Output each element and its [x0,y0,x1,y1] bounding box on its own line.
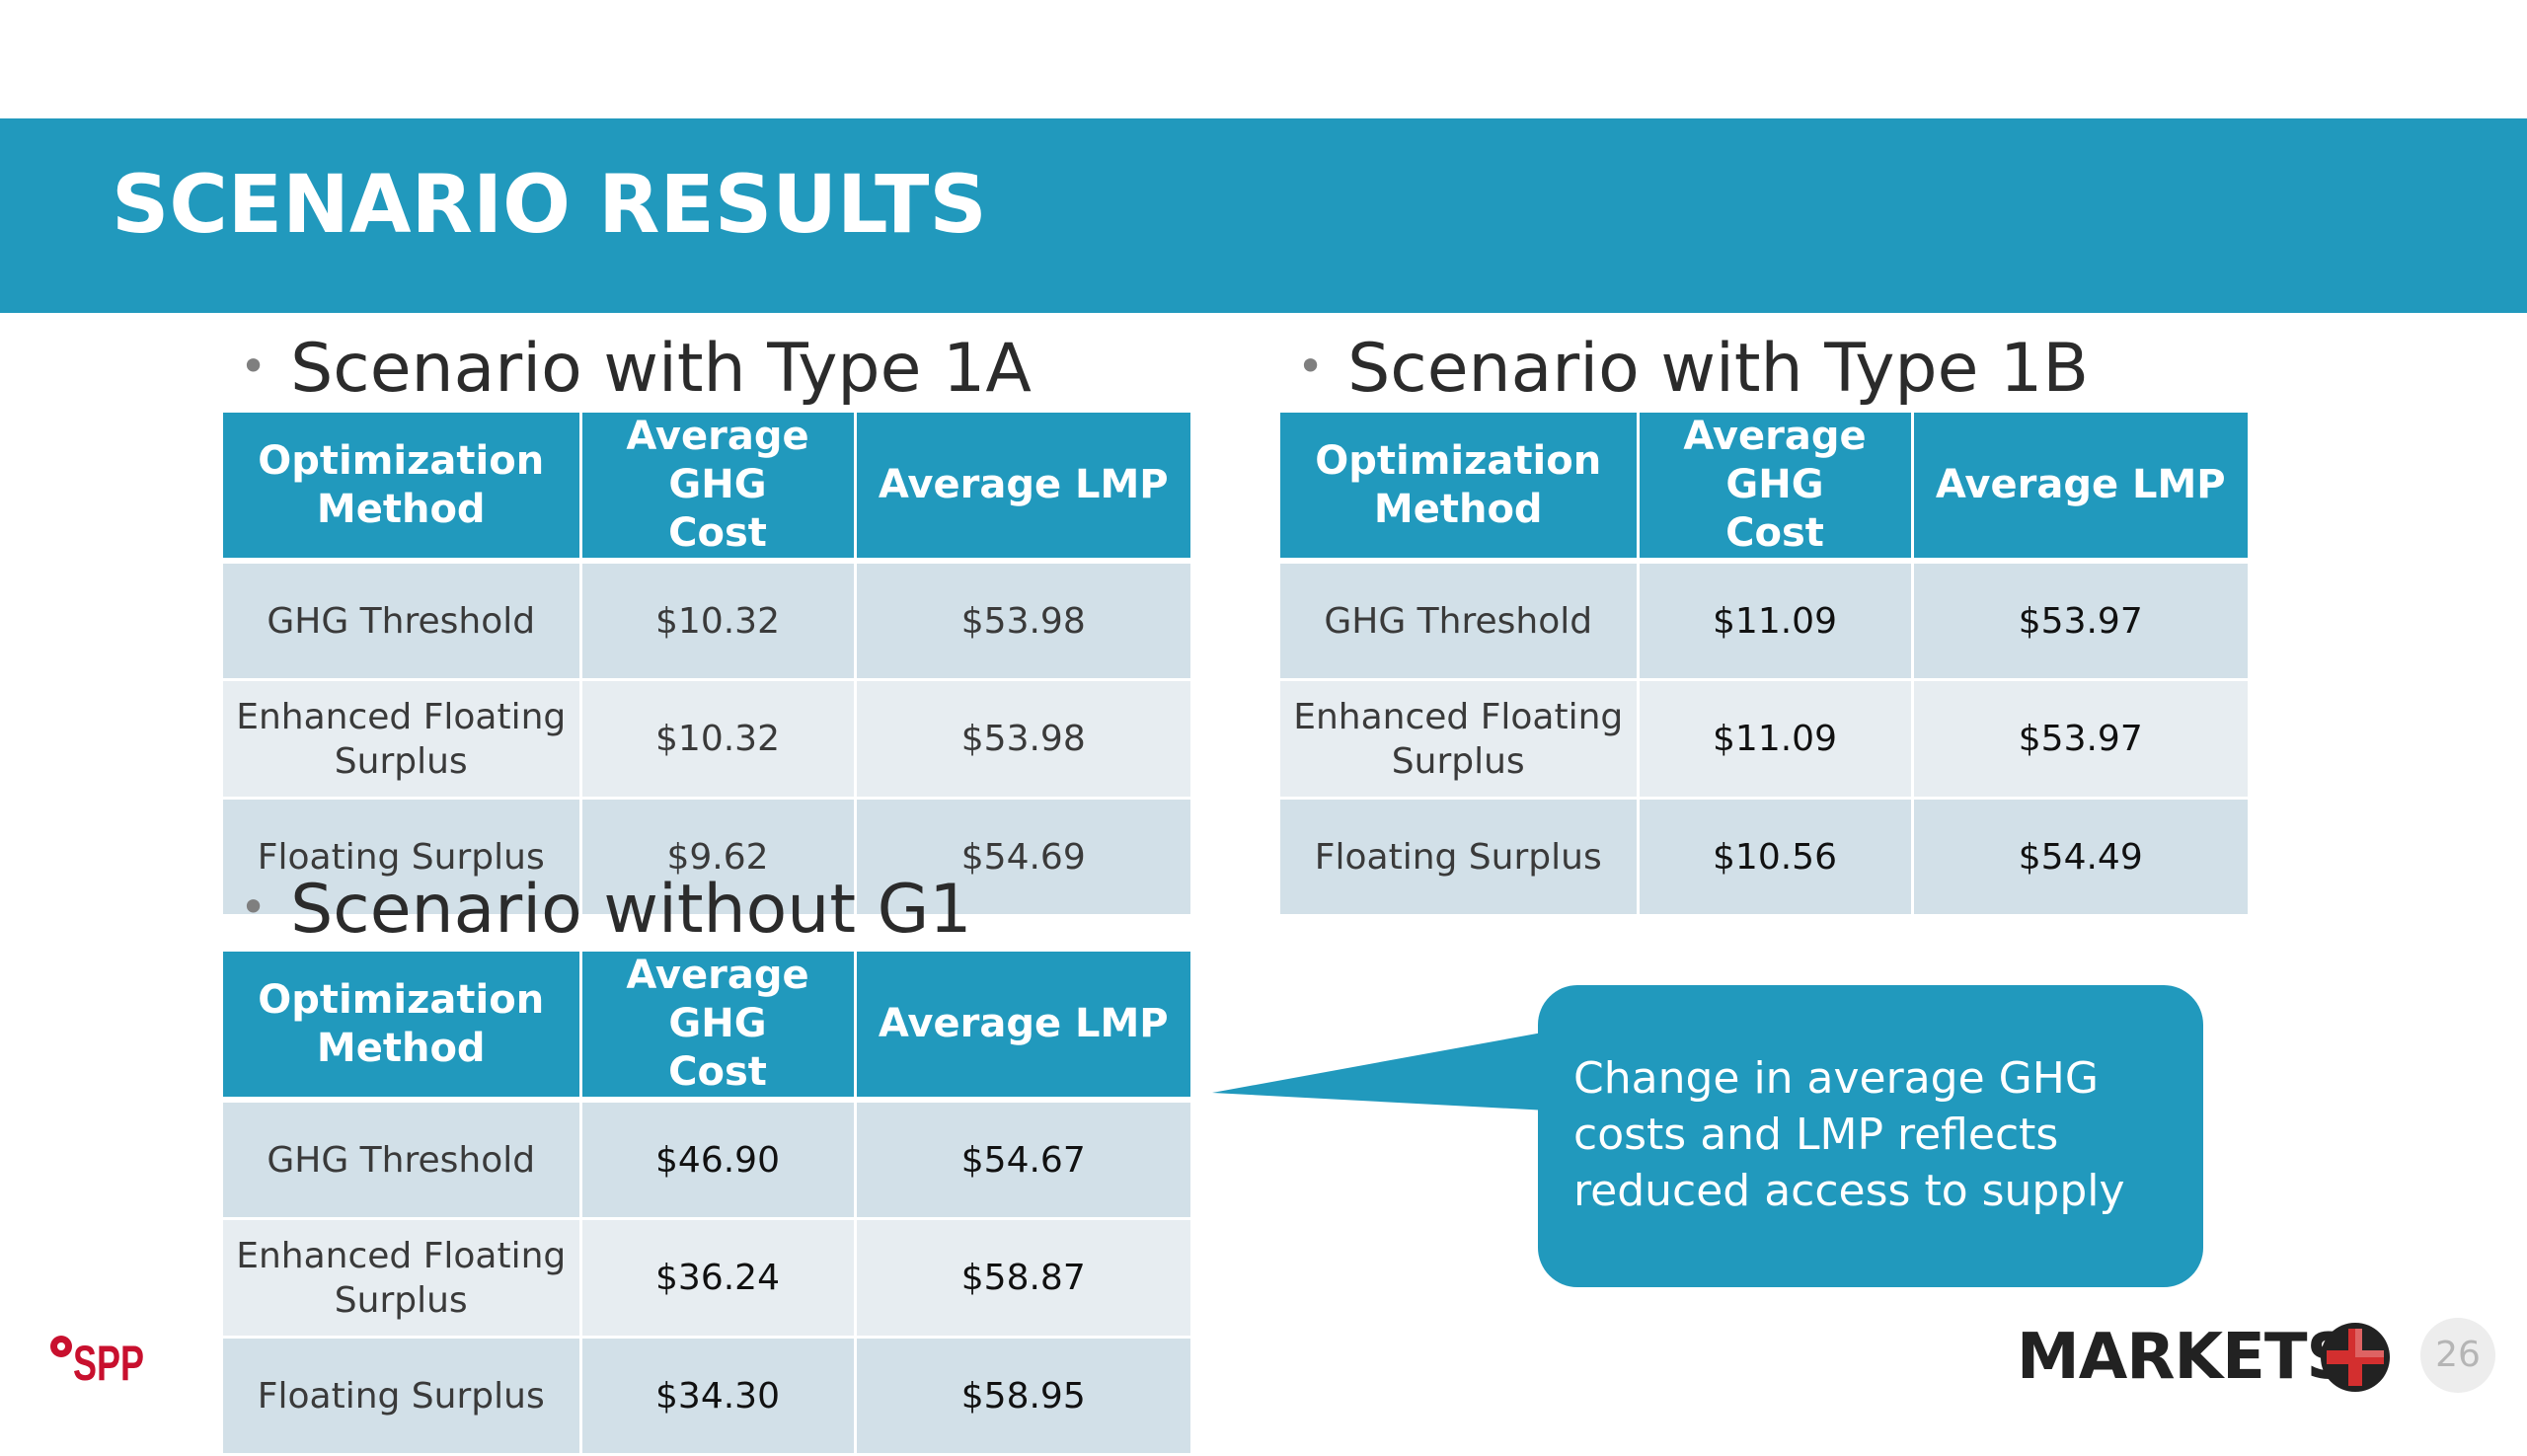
table-row: GHG Threshold $46.90 $54.67 [223,1100,1190,1220]
method-cell: Enhanced Floating Surplus [223,1218,582,1339]
results-table-without-g1: Optimization Method Average GHG Cost Avera… [223,952,1190,1456]
results-table-type-1a: Optimization Method Average GHG Cost Avera… [223,413,1190,917]
ghg-cost-cell: $46.90 [580,1100,857,1220]
header-average-lmp: Average LMP [1912,413,2248,564]
lmp-cell: $54.49 [1912,798,2248,917]
spp-logo-text: SPP [73,1336,144,1390]
header-average-ghg-cost: Average GHG Cost [580,413,857,564]
bullet-icon: • [240,340,268,394]
ghg-cost-cell: $10.56 [1638,798,1914,917]
callout-line: costs and LMP reflects [1573,1110,2059,1160]
table-row: Enhanced Floating Surplus $10.32 $53.98 [223,679,1190,800]
method-cell: GHG Threshold [223,1100,582,1220]
callout-pointer [1212,1032,1548,1111]
lmp-cell: $53.98 [855,561,1190,681]
header-optimization-method: Optimization Method [223,413,582,564]
slide-title: SCENARIO RESULTS [112,159,987,252]
lmp-cell: $53.97 [1912,679,2248,800]
page-number: 26 [2420,1318,2495,1393]
method-cell: GHG Threshold [1280,561,1640,681]
markets-logo-text: MARKETS [2017,1321,2352,1394]
header-average-ghg-cost: Average GHG Cost [580,952,857,1103]
method-cell: Floating Surplus [1280,798,1640,917]
table-row: Enhanced Floating Surplus $11.09 $53.97 [1280,679,2248,800]
callout-line: Change in average GHG [1573,1053,2099,1104]
table-row: GHG Threshold $10.32 $53.98 [223,561,1190,681]
scenario-heading-1b: • Scenario with Type 1B [1297,330,2089,412]
header-average-lmp: Average LMP [855,952,1190,1103]
scenario-heading-text: Scenario with Type 1A [290,330,1032,408]
scenario-heading-text: Scenario with Type 1B [1347,330,2089,408]
header-average-ghg-cost: Average GHG Cost [1638,413,1914,564]
table-row: GHG Threshold $11.09 $53.97 [1280,561,2248,681]
table-row: Floating Surplus $34.30 $58.95 [223,1337,1190,1456]
lmp-cell: $54.69 [855,798,1190,917]
scenario-heading-text: Scenario without G1 [290,871,972,949]
ghg-cost-cell: $11.09 [1638,561,1914,681]
method-cell: Enhanced Floating Surplus [1280,679,1640,800]
ghg-cost-cell: $10.32 [580,679,857,800]
header-average-lmp: Average LMP [855,413,1190,564]
method-cell: Floating Surplus [223,1337,582,1456]
callout-bubble [1538,985,2203,1287]
method-cell: Enhanced Floating Surplus [223,679,582,800]
callout-line: reduced access to supply [1573,1166,2125,1216]
spp-logo: SPP [49,1329,148,1394]
lmp-cell: $58.95 [855,1337,1190,1456]
scenario-heading-1a: • Scenario with Type 1A [240,330,1032,412]
header-optimization-method: Optimization Method [1280,413,1640,564]
table-row: Floating Surplus $9.62 $54.69 [223,798,1190,917]
ghg-cost-cell: $34.30 [580,1337,857,1456]
title-banner [0,118,2527,313]
ghg-cost-cell: $10.32 [580,561,857,681]
table-row: Floating Surplus $10.56 $54.49 [1280,798,2248,917]
bullet-icon: • [240,881,268,935]
ghg-cost-cell: $11.09 [1638,679,1914,800]
lmp-cell: $53.97 [1912,561,2248,681]
lmp-cell: $53.98 [855,679,1190,800]
ghg-cost-cell: $9.62 [580,798,857,917]
ghg-cost-cell: $36.24 [580,1218,857,1339]
results-table-type-1b: Optimization Method Average GHG Cost Avera… [1280,413,2248,917]
scenario-heading-without-g1: • Scenario without G1 [240,871,972,953]
markets-plus-logo: MARKETS [2017,1321,2402,1394]
lmp-cell: $54.67 [855,1100,1190,1220]
method-cell: GHG Threshold [223,561,582,681]
bullet-icon: • [1297,340,1325,394]
method-cell: Floating Surplus [223,798,582,917]
lmp-cell: $58.87 [855,1218,1190,1339]
spp-logo-mark: SPP [50,1336,144,1391]
callout-text: Change in average GHG costs and LMP refl… [1573,1050,2185,1219]
plus-icon [2321,1323,2390,1392]
table-row: Enhanced Floating Surplus $36.24 $58.87 [223,1218,1190,1339]
header-optimization-method: Optimization Method [223,952,582,1103]
